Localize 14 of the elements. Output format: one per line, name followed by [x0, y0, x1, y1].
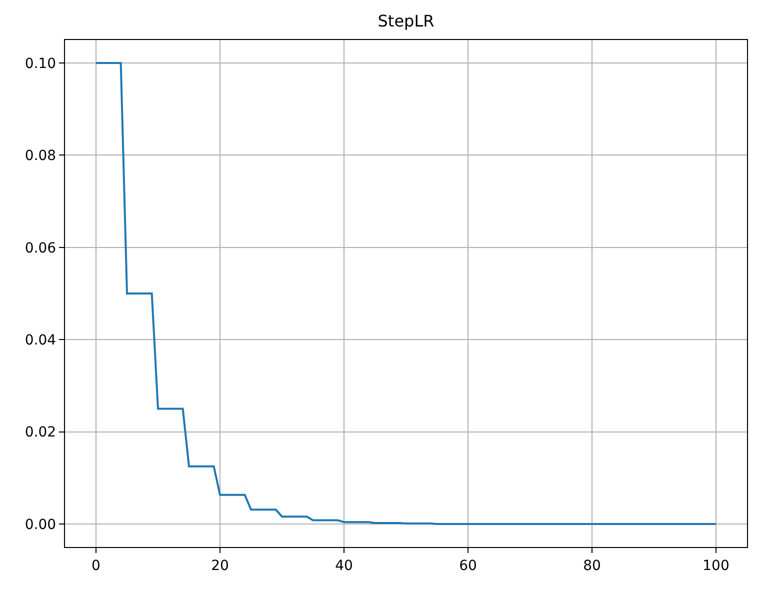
x-tick-label: 60	[459, 558, 477, 574]
y-tick-label: 0.00	[24, 516, 56, 533]
x-tick-label: 40	[335, 558, 353, 574]
y-tick-label: 0.06	[24, 240, 56, 256]
x-tick-label: 20	[211, 558, 229, 574]
x-tick-label: 0	[92, 558, 100, 574]
line-series	[95, 62, 717, 525]
y-tick-label: 0.04	[24, 332, 56, 348]
x-tick-label: 80	[583, 558, 601, 574]
chart-title: StepLR	[378, 12, 434, 31]
y-tick-label: 0.02	[24, 424, 56, 441]
x-tick-label: 100	[702, 558, 730, 574]
y-tick-label: 0.08	[24, 148, 56, 164]
y-tick-label: 0.10	[24, 56, 56, 72]
